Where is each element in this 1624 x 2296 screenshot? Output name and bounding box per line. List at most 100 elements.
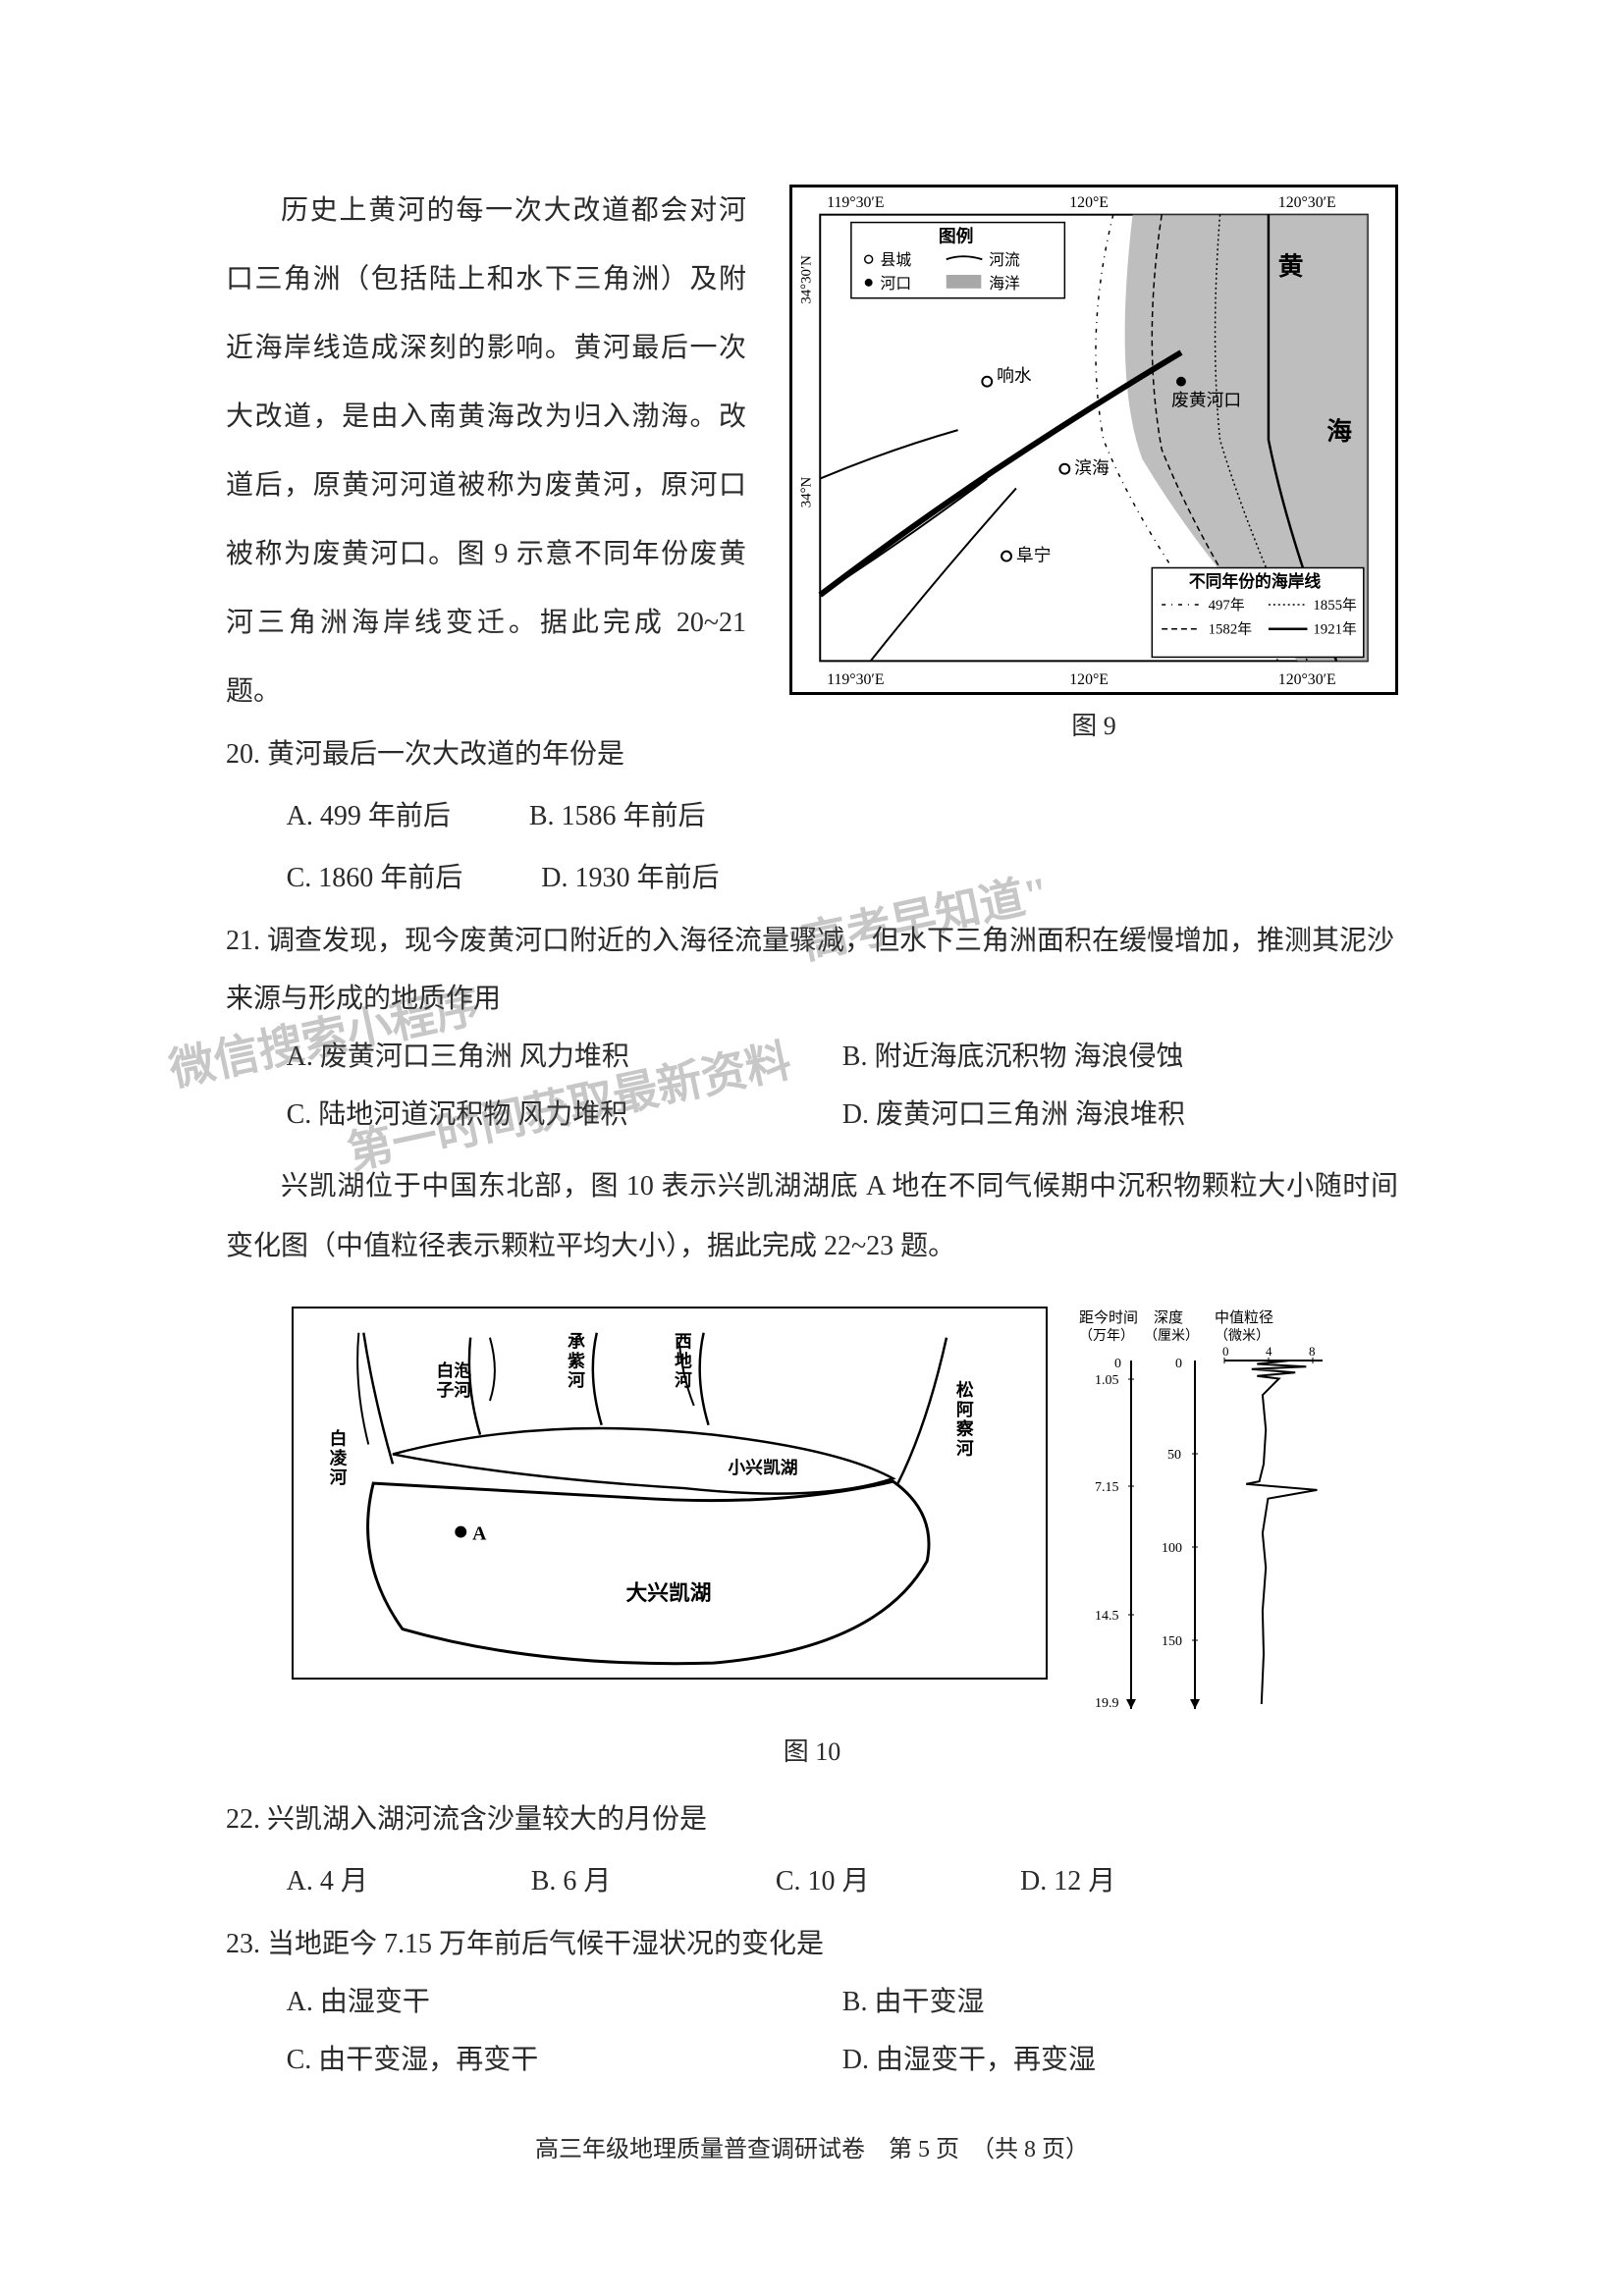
- point-a-icon: [455, 1525, 466, 1537]
- q20-option-d: D. 1930 年前后: [541, 850, 719, 908]
- q21-option-b: B. 附近海底沉积物 海浪侵蚀: [842, 1029, 1398, 1087]
- q21-option-a: A. 废黄河口三角洲 风力堆积: [287, 1029, 842, 1087]
- figure-10: 白凌河 白泡子河 承紫河 西地河 松阿察河 小兴凯湖 大兴凯湖 A: [226, 1307, 1398, 1724]
- town-binhai: 滨海: [1074, 458, 1110, 478]
- lon-label: 119°30′E: [827, 194, 884, 211]
- chart-h-grain: 中值粒径: [1215, 1309, 1273, 1326]
- grain-tick-8: 8: [1309, 1344, 1316, 1359]
- river-chengzi: [593, 1333, 602, 1425]
- river-baipaozi-label: 白泡子河: [437, 1360, 472, 1400]
- chart-h-depth: 深度: [1154, 1309, 1183, 1326]
- q20-option-b: B. 1586 年前后: [529, 788, 706, 846]
- sea-hai: 海: [1326, 417, 1352, 446]
- passage-2-text: 兴凯湖位于中国东北部，图 10 表示兴凯湖湖底 A 地在不同气候期中沉积物颗粒大…: [226, 1156, 1398, 1277]
- town-xiangshui-icon: [982, 377, 992, 387]
- town-funing: 阜宁: [1016, 546, 1052, 565]
- chart-h-time-u: （万年）: [1079, 1328, 1134, 1344]
- place-feihuanghe: 废黄河口: [1171, 390, 1241, 409]
- q22-option-d: D. 12 月: [1020, 1853, 1265, 1911]
- xiaoxingkai-label: 小兴凯湖: [728, 1457, 797, 1477]
- time-t3: 14.5: [1095, 1609, 1119, 1624]
- passage-1-text: 历史上黄河的每一次大改道都会对河口三角洲（包括陆上和水下三角洲）及附近海岸线造成…: [226, 177, 746, 726]
- question-23: 23. 当地距今 7.15 万年前后气候干湿状况的变化是 A. 由湿变干 B. …: [226, 1916, 1398, 2089]
- lon-label: 120°30′E: [1278, 671, 1336, 688]
- question-21: 21. 调查发现，现今废黄河口附近的入海径流量骤减，但水下三角洲面积在缓慢增加，…: [226, 913, 1398, 1144]
- q23-option-c: C. 由干变湿，再变干: [287, 2032, 842, 2090]
- chart-h-time: 距今时间: [1079, 1309, 1138, 1326]
- point-a-label: A: [472, 1522, 487, 1544]
- legend-ocean: 海洋: [989, 275, 1020, 293]
- depth-t0: 0: [1175, 1357, 1182, 1371]
- time-t2: 7.15: [1095, 1480, 1119, 1495]
- river-baipaozi-2: [490, 1337, 495, 1400]
- legend-1855: 1855年: [1313, 597, 1357, 614]
- legend-river: 河流: [989, 251, 1020, 269]
- grain-tick-4: 4: [1266, 1344, 1272, 1359]
- question-20: 20. 黄河最后一次大改道的年份是 A. 499 年前后 B. 1586 年前后…: [226, 726, 1398, 907]
- q22-option-c: C. 10 月: [776, 1853, 1020, 1911]
- grain-curve: [1246, 1361, 1317, 1704]
- town-xiangshui: 响水: [997, 366, 1032, 386]
- q22-stem: 22. 兴凯湖入湖河流含沙量较大的月份是: [226, 1791, 1398, 1849]
- q23-option-a: A. 由湿变干: [287, 1974, 842, 2032]
- figure-9-caption: 图 9: [789, 706, 1398, 742]
- chart-h-grain-u: （微米）: [1215, 1328, 1270, 1344]
- river-chengzi-label: 承紫河: [568, 1331, 585, 1390]
- q20-option-c: C. 1860 年前后: [287, 850, 463, 908]
- figure-9: 119°30′E 120°E 120°30′E 119°30′E 120°E 1…: [789, 185, 1398, 734]
- time-arrow-icon: [1126, 1699, 1136, 1709]
- time-t1: 1.05: [1095, 1373, 1119, 1388]
- lon-label: 120°30′E: [1278, 194, 1336, 211]
- page-footer: 高三年级地理质量普查调研试卷 第 5 页 （共 8 页）: [226, 2129, 1398, 2163]
- daxingkai-label: 大兴凯湖: [625, 1581, 711, 1605]
- passage1-block: 119°30′E 120°E 120°30′E 119°30′E 120°E 1…: [226, 177, 1398, 907]
- q21-option-d: D. 废黄河口三角洲 海浪堆积: [842, 1087, 1398, 1145]
- figure-10-map-svg: 白凌河 白泡子河 承紫河 西地河 松阿察河 小兴凯湖 大兴凯湖 A: [292, 1307, 1048, 1680]
- lon-label: 119°30′E: [827, 671, 884, 688]
- depth-t2: 100: [1162, 1541, 1182, 1556]
- legend-mouth: 河口: [881, 275, 912, 293]
- q22-option-b: B. 6 月: [531, 1853, 776, 1911]
- lon-label: 120°E: [1069, 194, 1109, 211]
- lat-label: 34°N: [798, 476, 814, 507]
- river-songacha-label: 松阿察河: [956, 1379, 974, 1458]
- depth-arrow-icon: [1190, 1699, 1200, 1709]
- river-xidi-label: 西地河: [675, 1331, 692, 1390]
- figure-10-caption: 图 10: [226, 1732, 1398, 1768]
- river-branch: [820, 430, 957, 478]
- depth-t1: 50: [1167, 1448, 1181, 1463]
- q21-stem: 21. 调查发现，现今废黄河口附近的入海径流量骤减，但水下三角洲面积在缓慢增加，…: [226, 913, 1398, 1029]
- legend-1582: 1582年: [1209, 621, 1253, 638]
- q21-option-c: C. 陆地河道沉积物 风力堆积: [287, 1087, 842, 1145]
- daxingkai-lake: [368, 1481, 929, 1664]
- coastline-legend-title: 不同年份的海岸线: [1189, 571, 1322, 591]
- q22-option-a: A. 4 月: [287, 1853, 531, 1911]
- q23-stem: 23. 当地距今 7.15 万年前后气候干湿状况的变化是: [226, 1916, 1398, 1974]
- figure-9-svg: 119°30′E 120°E 120°30′E 119°30′E 120°E 1…: [789, 185, 1398, 695]
- xiaoxingkai-lake: [393, 1428, 893, 1494]
- legend-ocean-icon: [947, 275, 982, 289]
- figure-10-chart-svg: 距今时间 （万年） 深度 （厘米） 中值粒径 （微米） 0 4 8: [1077, 1307, 1332, 1719]
- river-xidi: [700, 1333, 709, 1425]
- legend-497: 497年: [1209, 597, 1245, 614]
- page-content: 119°30′E 120°E 120°30′E 119°30′E 120°E 1…: [226, 177, 1398, 2163]
- town-funing-icon: [1001, 552, 1011, 561]
- legend-1921: 1921年: [1313, 621, 1357, 638]
- time-t4: 19.9: [1095, 1696, 1119, 1711]
- river-branch: [871, 488, 1016, 661]
- river-mouth-icon: [1176, 377, 1186, 387]
- depth-t3: 150: [1162, 1634, 1182, 1649]
- figure-10-chart: 距今时间 （万年） 深度 （厘米） 中值粒径 （微米） 0 4 8: [1077, 1307, 1332, 1724]
- legend-mouth-icon: [865, 279, 873, 287]
- question-22: 22. 兴凯湖入湖河流含沙量较大的月份是 A. 4 月 B. 6 月 C. 10…: [226, 1791, 1398, 1911]
- time-t0: 0: [1114, 1357, 1121, 1371]
- river-songacha: [898, 1337, 947, 1482]
- sea-huang: 黄: [1278, 252, 1304, 281]
- river-bailing-label: 白凌河: [330, 1427, 348, 1487]
- lat-label: 34°30′N: [798, 255, 814, 304]
- q23-option-d: D. 由湿变干，再变湿: [842, 2032, 1398, 2090]
- grain-tick-0: 0: [1222, 1344, 1229, 1359]
- q20-option-a: A. 499 年前后: [287, 788, 451, 846]
- legend-title: 图例: [939, 225, 974, 245]
- legend-county: 县城: [881, 251, 912, 269]
